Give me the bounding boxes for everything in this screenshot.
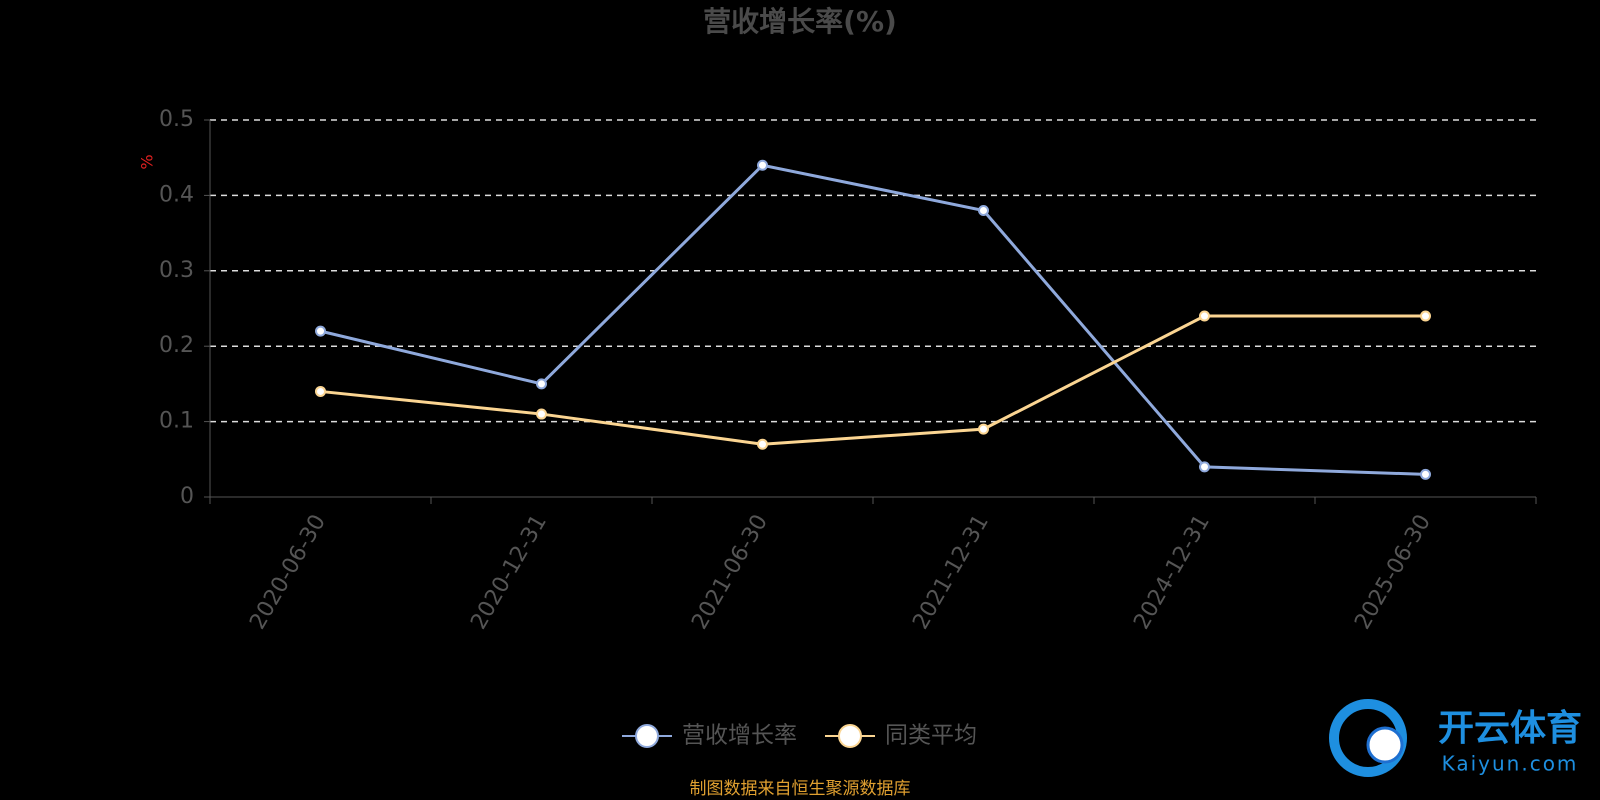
y-tick-label: 0 <box>180 484 194 509</box>
legend-item: 同类平均 <box>825 723 977 749</box>
legend-item: 营收增长率 <box>622 723 797 749</box>
y-tick-label: 0.5 <box>159 107 194 132</box>
logo-url: Kaiyun.com <box>1442 752 1579 776</box>
y-tick-label: 0.4 <box>159 182 194 207</box>
data-point <box>315 385 326 397</box>
data-point <box>978 423 989 435</box>
legend-marker <box>838 724 862 748</box>
chart-title: 营收增长率(%) <box>703 5 897 38</box>
y-tick-label: 0.3 <box>159 258 194 283</box>
data-point <box>978 204 989 216</box>
logo-ball <box>1366 726 1404 764</box>
legend-label: 营收增长率 <box>682 723 797 749</box>
watermark: 开云体育 Kaiyun.com <box>1329 699 1582 777</box>
data-point <box>1199 461 1210 473</box>
series-line <box>320 314 1426 446</box>
legend-label: 同类平均 <box>885 723 977 749</box>
logo-text: 开云体育 <box>1438 708 1582 749</box>
data-point <box>536 408 547 420</box>
series-line <box>320 163 1426 476</box>
y-tick-label: 0.2 <box>159 333 194 358</box>
data-point <box>757 159 768 171</box>
source-note: 制图数据来自恒生聚源数据库 <box>690 779 911 799</box>
data-point <box>315 325 326 337</box>
data-point <box>1420 468 1431 480</box>
y-tick-label: 0.1 <box>159 409 194 434</box>
data-point <box>536 378 547 390</box>
y-axis-label: % <box>138 154 157 169</box>
data-point <box>757 438 768 450</box>
data-point <box>1420 310 1431 322</box>
data-point <box>1199 310 1210 322</box>
legend-marker <box>635 724 659 748</box>
